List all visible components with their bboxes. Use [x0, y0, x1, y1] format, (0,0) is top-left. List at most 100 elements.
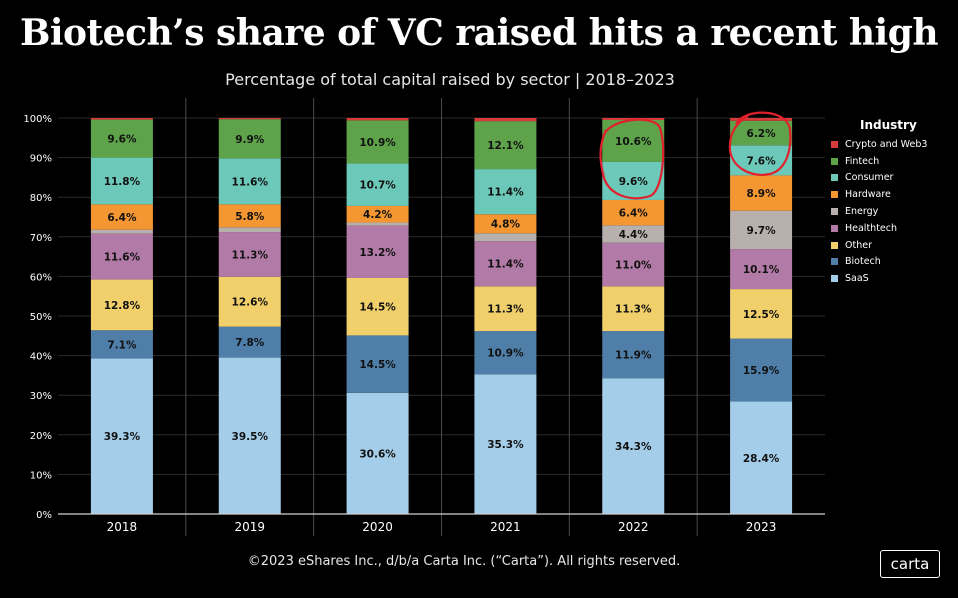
legend-item: Consumer — [831, 170, 927, 187]
bar-segment — [346, 392, 409, 514]
segment-value-label: 14.5% — [359, 302, 396, 314]
bar-segment — [730, 289, 793, 339]
chart-subtitle: Percentage of total capital raised by se… — [225, 70, 675, 89]
legend-label: Crypto and Web3 — [845, 138, 928, 150]
bar-segment — [218, 119, 281, 159]
legend-item: Biotech — [831, 254, 927, 271]
segment-value-label: 5.8% — [235, 211, 265, 223]
segment-value-label: 6.2% — [747, 128, 777, 140]
annotation-circle-2022 — [599, 118, 665, 200]
segment-value-label: 9.9% — [235, 134, 265, 146]
bar-segment — [90, 279, 153, 331]
segment-value-label: 39.5% — [232, 431, 269, 443]
segment-value-label: 28.4% — [743, 453, 780, 465]
legend-swatch — [831, 224, 838, 232]
legend-swatch — [831, 208, 838, 216]
segment-value-label: 12.5% — [743, 309, 780, 321]
x-tick-label: 2018 — [107, 520, 138, 534]
y-tick-label: 10% — [30, 470, 52, 481]
bar-segment — [346, 118, 409, 121]
bar-segment — [90, 204, 153, 230]
bar-segment — [218, 357, 281, 514]
legend-swatch — [831, 241, 838, 249]
segment-value-label: 9.7% — [747, 225, 777, 237]
bar-segment — [218, 276, 281, 327]
bar-segment — [730, 249, 793, 290]
bar-segment — [346, 277, 409, 336]
gridlines — [58, 98, 825, 536]
carta-logo: carta — [880, 550, 940, 578]
segment-value-label: 10.9% — [359, 137, 396, 149]
segment-value-label: 4.2% — [363, 209, 393, 221]
segment-value-label: 30.6% — [359, 448, 396, 460]
segment-value-label: 10.9% — [487, 348, 524, 360]
bar-segment — [346, 163, 409, 206]
segment-value-label: 11.3% — [615, 304, 652, 316]
legend-label: Energy — [845, 206, 879, 218]
bar-segment — [730, 118, 793, 121]
legend-swatch — [831, 275, 838, 283]
y-tick-label: 50% — [30, 312, 52, 323]
x-tick-label: 2020 — [362, 520, 393, 534]
legend-label: SaaS — [845, 273, 869, 285]
x-tick-label: 2023 — [746, 520, 777, 534]
legend-item: Energy — [831, 203, 927, 220]
legend-item: Other — [831, 237, 927, 254]
bar-segment — [474, 121, 537, 170]
legend-label: Fintech — [845, 155, 880, 167]
bar-segment — [474, 214, 537, 234]
segment-value-label: 13.2% — [359, 247, 396, 259]
annotation-circle-2023 — [728, 111, 792, 176]
legend-label: Consumer — [845, 172, 894, 184]
legend-label: Other — [845, 239, 872, 251]
segment-labels: 39.3% 7.1% 12.8% 11.6% 6.4% 11.8% 9.6% 39.5% 7.8… — [104, 128, 780, 465]
bar-segment — [90, 330, 153, 359]
segment-value-label: 6.4% — [619, 208, 649, 220]
y-tick-label: 90% — [30, 154, 52, 165]
bars — [90, 118, 793, 514]
segment-value-label: 12.8% — [104, 300, 141, 312]
bar-segment — [602, 242, 665, 287]
bar-segment — [474, 233, 537, 242]
bar-segment — [218, 326, 281, 358]
bar-segment — [474, 374, 537, 514]
y-tick-label: 30% — [30, 391, 52, 402]
bar-segment — [730, 120, 793, 146]
segment-value-label: 10.7% — [359, 180, 396, 192]
segment-value-label: 34.3% — [615, 441, 652, 453]
segment-value-label: 8.9% — [747, 188, 777, 200]
bar-segment — [474, 118, 537, 122]
segment-value-label: 6.4% — [107, 212, 137, 224]
segment-value-label: 12.6% — [232, 297, 269, 309]
segment-value-label: 10.1% — [743, 264, 780, 276]
bar-segment — [346, 335, 409, 393]
bar-segment — [602, 199, 665, 226]
bar-segment — [346, 205, 409, 223]
chart-headline: Biotech’s share of VC raised hits a rece… — [19, 12, 939, 54]
bar-segment — [474, 286, 537, 332]
segment-value-label: 11.4% — [487, 187, 524, 199]
legend-swatch — [831, 258, 838, 266]
segment-value-label: 11.0% — [615, 260, 652, 272]
bar-segment — [90, 233, 153, 280]
segment-value-label: 7.6% — [747, 155, 777, 167]
segment-value-label: 14.5% — [359, 359, 396, 371]
legend-label: Hardware — [845, 189, 891, 201]
bar-segment — [602, 225, 665, 243]
legend-swatch — [831, 157, 838, 165]
segment-value-label: 9.6% — [619, 176, 649, 188]
legend-item: SaaS — [831, 270, 927, 287]
legend-item: Healthtech — [831, 220, 927, 237]
y-tick-label: 60% — [30, 272, 52, 283]
segment-value-label: 10.6% — [615, 136, 652, 148]
y-tick-label: 80% — [30, 193, 52, 204]
segment-value-label: 11.3% — [232, 249, 269, 261]
bar-segment — [218, 232, 281, 277]
bar-segment — [730, 338, 793, 402]
segment-value-label: 35.3% — [487, 439, 524, 451]
segment-value-label: 11.6% — [232, 176, 269, 188]
bar-segment — [90, 157, 153, 205]
segment-value-label: 11.8% — [104, 176, 141, 188]
bar-segment — [474, 331, 537, 375]
